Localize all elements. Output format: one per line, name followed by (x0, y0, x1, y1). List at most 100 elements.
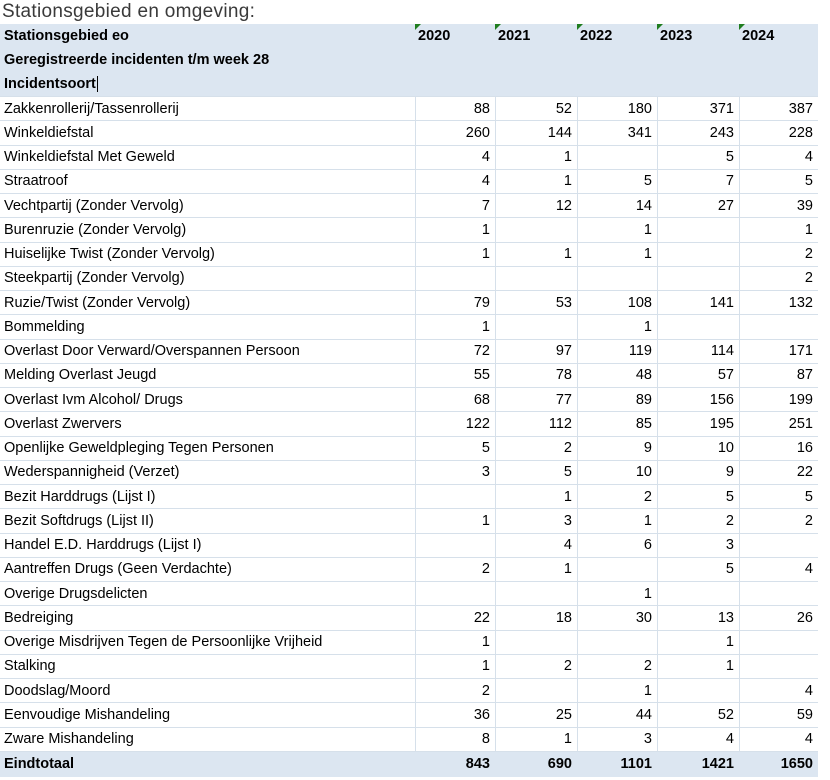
header-area-title-cell[interactable]: Stationsgebied eo (4, 28, 129, 44)
incident-type-cell[interactable]: Doodslag/Moord (4, 682, 111, 699)
incident-type-cell[interactable]: Steekpartij (Zonder Vervolg) (4, 270, 185, 287)
value-cell[interactable] (415, 533, 495, 557)
value-cell[interactable] (577, 557, 657, 581)
value-cell[interactable]: 4 (415, 145, 495, 169)
value-cell[interactable]: 55 (415, 363, 495, 387)
total-row[interactable]: Eindtotaal 843 690 1101 1421 1650 (0, 751, 818, 777)
value-cell[interactable]: 1 (415, 509, 495, 533)
value-cell[interactable]: 144 (495, 121, 577, 145)
value-cell[interactable]: 9 (577, 436, 657, 460)
incident-type-cell[interactable]: Overlast Ivm Alcohol/ Drugs (4, 391, 183, 408)
value-cell[interactable] (495, 679, 577, 703)
value-cell[interactable]: 52 (657, 703, 739, 727)
value-cell[interactable]: 1 (495, 485, 577, 509)
incident-type-cell[interactable]: Openlijke Geweldpleging Tegen Personen (4, 440, 274, 457)
value-cell[interactable]: 132 (739, 291, 818, 315)
value-cell[interactable]: 1 (577, 509, 657, 533)
value-cell[interactable]: 36 (415, 703, 495, 727)
value-cell[interactable] (415, 485, 495, 509)
value-cell[interactable] (495, 630, 577, 654)
incident-type-cell[interactable]: Straatroof (4, 173, 68, 190)
value-cell[interactable]: 57 (657, 363, 739, 387)
total-value-cell[interactable]: 843 (465, 756, 490, 773)
value-cell[interactable]: 97 (495, 339, 577, 363)
table-row[interactable]: Zware Mishandeling 8 1 3 4 4 (0, 727, 818, 752)
value-cell[interactable] (657, 266, 739, 290)
value-cell[interactable]: 68 (415, 388, 495, 412)
value-cell[interactable]: 1 (577, 679, 657, 703)
value-cell[interactable]: 13 (657, 606, 739, 630)
value-cell[interactable]: 171 (739, 339, 818, 363)
value-cell[interactable]: 5 (577, 169, 657, 193)
value-cell[interactable]: 122 (415, 412, 495, 436)
incident-type-cell[interactable]: Aantreffen Drugs (Geen Verdachte) (4, 561, 232, 578)
year-header-2021[interactable]: 2021 (495, 24, 577, 48)
table-row[interactable]: Stalking 1 2 2 1 (0, 654, 818, 679)
value-cell[interactable]: 4 (739, 145, 818, 169)
value-cell[interactable]: 25 (495, 703, 577, 727)
table-row[interactable]: Ruzie/Twist (Zonder Vervolg) 79 53 108 141 13… (0, 291, 818, 316)
value-cell[interactable]: 85 (577, 412, 657, 436)
value-cell[interactable]: 5 (495, 460, 577, 484)
value-cell[interactable]: 251 (739, 412, 818, 436)
value-cell[interactable]: 78 (495, 363, 577, 387)
table-row[interactable]: Openlijke Geweldpleging Tegen Personen 5 2… (0, 436, 818, 461)
table-row[interactable]: Bezit Softdrugs (Lijst II) 1 3 1 2 2 (0, 509, 818, 534)
value-cell[interactable]: 8 (415, 727, 495, 751)
value-cell[interactable]: 22 (739, 460, 818, 484)
value-cell[interactable]: 77 (495, 388, 577, 412)
value-cell[interactable]: 39 (739, 194, 818, 218)
value-cell[interactable]: 89 (577, 388, 657, 412)
year-header-2022[interactable]: 2022 (577, 24, 657, 48)
table-row[interactable]: Wederspannigheid (Verzet) 3 5 10 9 22 (0, 460, 818, 485)
value-cell[interactable] (739, 630, 818, 654)
incident-type-cell[interactable]: Vechtpartij (Zonder Vervolg) (4, 197, 184, 214)
table-row[interactable]: Aantreffen Drugs (Geen Verdachte) 2 1 5 4 (0, 557, 818, 582)
value-cell[interactable]: 1 (577, 218, 657, 242)
incident-type-cell[interactable]: Zakkenrollerij/Tassenrollerij (4, 100, 179, 117)
value-cell[interactable]: 195 (657, 412, 739, 436)
value-cell[interactable]: 9 (657, 460, 739, 484)
value-cell[interactable]: 2 (495, 654, 577, 678)
value-cell[interactable]: 1 (415, 630, 495, 654)
value-cell[interactable]: 4 (657, 727, 739, 751)
table-row[interactable]: Overige Drugsdelicten 1 (0, 582, 818, 607)
value-cell[interactable]: 2 (657, 509, 739, 533)
value-cell[interactable] (657, 218, 739, 242)
value-cell[interactable]: 1 (657, 630, 739, 654)
value-cell[interactable] (739, 315, 818, 339)
table-row[interactable]: Winkeldiefstal Met Geweld 4 1 5 4 (0, 145, 818, 170)
value-cell[interactable]: 199 (739, 388, 818, 412)
table-row[interactable]: Overige Misdrijven Tegen de Persoonlijke… (0, 630, 818, 655)
value-cell[interactable]: 1 (495, 727, 577, 751)
value-cell[interactable]: 2 (739, 266, 818, 290)
value-cell[interactable]: 4 (739, 727, 818, 751)
value-cell[interactable] (739, 582, 818, 606)
incident-type-cell[interactable]: Bommelding (4, 318, 85, 335)
value-cell[interactable]: 5 (657, 557, 739, 581)
table-row[interactable]: Huiselijke Twist (Zonder Vervolg) 1 1 1 2 (0, 242, 818, 267)
value-cell[interactable]: 5 (657, 485, 739, 509)
value-cell[interactable]: 180 (577, 97, 657, 121)
year-header-2023[interactable]: 2023 (657, 24, 739, 48)
value-cell[interactable]: 22 (415, 606, 495, 630)
value-cell[interactable]: 228 (739, 121, 818, 145)
value-cell[interactable]: 2 (577, 485, 657, 509)
value-cell[interactable]: 79 (415, 291, 495, 315)
incident-type-cell[interactable]: Zware Mishandeling (4, 731, 134, 748)
value-cell[interactable]: 1 (577, 315, 657, 339)
value-cell[interactable]: 1 (739, 218, 818, 242)
value-cell[interactable] (577, 630, 657, 654)
value-cell[interactable]: 5 (739, 485, 818, 509)
value-cell[interactable]: 1 (415, 218, 495, 242)
value-cell[interactable]: 10 (657, 436, 739, 460)
incident-type-cell[interactable]: Overlast Zwervers (4, 415, 122, 432)
value-cell[interactable]: 10 (577, 460, 657, 484)
incident-type-cell[interactable]: Huiselijke Twist (Zonder Vervolg) (4, 246, 215, 263)
table-row[interactable]: Winkeldiefstal 260 144 341 243 228 (0, 121, 818, 146)
value-cell[interactable]: 371 (657, 97, 739, 121)
year-header-2024[interactable]: 2024 (739, 24, 818, 48)
value-cell[interactable]: 87 (739, 363, 818, 387)
table-row[interactable]: Overlast Zwervers 122 112 85 195 251 (0, 412, 818, 437)
value-cell[interactable]: 52 (495, 97, 577, 121)
